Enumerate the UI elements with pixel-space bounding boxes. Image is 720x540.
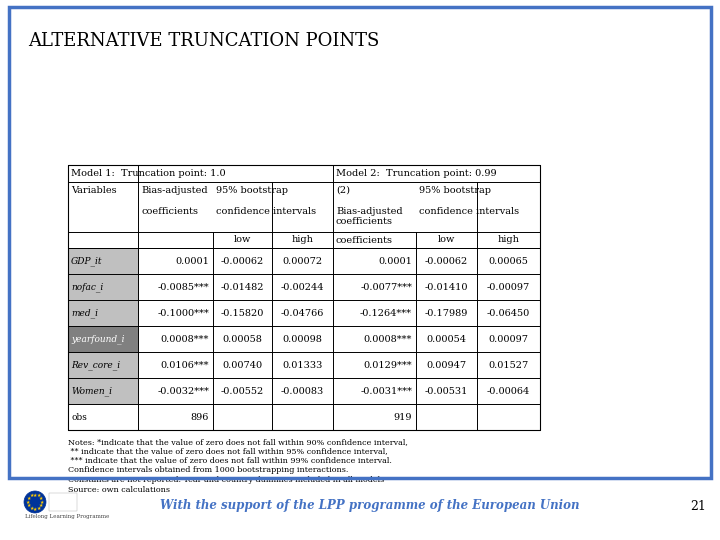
Bar <box>49 493 77 511</box>
Text: 0.00072: 0.00072 <box>282 256 323 266</box>
Text: 0.00097: 0.00097 <box>488 334 528 343</box>
Text: -0.01410: -0.01410 <box>425 282 468 292</box>
Text: -0.00062: -0.00062 <box>221 256 264 266</box>
Text: ★: ★ <box>30 494 34 498</box>
Text: 95% bootstrap

confidence intervals: 95% bootstrap confidence intervals <box>216 186 316 216</box>
Text: 0.0008***: 0.0008*** <box>364 334 412 343</box>
Text: -0.15820: -0.15820 <box>221 308 264 318</box>
Text: 0.0129***: 0.0129*** <box>364 361 412 369</box>
Text: med_i: med_i <box>71 308 98 318</box>
Text: *** indicate that the value of zero does not fall within 99% confidence interval: *** indicate that the value of zero does… <box>68 457 392 465</box>
Text: Constants are not reported. Year and country dummies included in all models: Constants are not reported. Year and cou… <box>68 476 384 484</box>
Text: -0.0077***: -0.0077*** <box>360 282 412 292</box>
Text: Notes: *indicate that the value of zero does not fall within 90% confidence inte: Notes: *indicate that the value of zero … <box>68 438 408 446</box>
Text: ★: ★ <box>40 500 44 504</box>
Text: 0.00054: 0.00054 <box>426 334 467 343</box>
Text: -0.00083: -0.00083 <box>281 387 324 395</box>
Circle shape <box>24 491 46 513</box>
Text: 0.01527: 0.01527 <box>488 361 528 369</box>
Text: yearfound_i: yearfound_i <box>71 334 125 344</box>
Text: low: low <box>438 235 455 245</box>
Text: ★: ★ <box>36 505 41 510</box>
Text: ★: ★ <box>27 503 31 508</box>
Text: Bias-adjusted

coefficients: Bias-adjusted coefficients <box>141 186 207 216</box>
Text: ★: ★ <box>26 500 30 504</box>
Text: ★: ★ <box>30 505 34 510</box>
Text: -0.00064: -0.00064 <box>487 387 530 395</box>
Text: 896: 896 <box>191 413 209 422</box>
Text: ALTERNATIVE TRUNCATION POINTS: ALTERNATIVE TRUNCATION POINTS <box>28 32 379 50</box>
Text: -0.1264***: -0.1264*** <box>360 308 412 318</box>
Text: ★: ★ <box>27 496 31 501</box>
Text: -0.01482: -0.01482 <box>221 282 264 292</box>
Text: high: high <box>498 235 519 245</box>
Text: 0.0001: 0.0001 <box>378 256 412 266</box>
Bar <box>68 165 540 430</box>
Text: ★: ★ <box>39 503 43 508</box>
Text: 0.00098: 0.00098 <box>282 334 323 343</box>
Text: Rev_core_i: Rev_core_i <box>71 360 120 370</box>
Text: -0.00097: -0.00097 <box>487 282 530 292</box>
Text: With the support of the LPP programme of the European Union: With the support of the LPP programme of… <box>161 500 580 512</box>
Text: nofac_i: nofac_i <box>71 282 103 292</box>
Text: -0.00062: -0.00062 <box>425 256 468 266</box>
Text: 0.0001: 0.0001 <box>175 256 209 266</box>
Text: -0.0032***: -0.0032*** <box>157 387 209 395</box>
Text: 0.00058: 0.00058 <box>222 334 262 343</box>
Text: -0.0085***: -0.0085*** <box>158 282 209 292</box>
Text: Model 1:  Truncation point: 1.0: Model 1: Truncation point: 1.0 <box>71 169 225 178</box>
Bar <box>68 248 138 273</box>
Text: 0.00947: 0.00947 <box>426 361 467 369</box>
Text: 919: 919 <box>394 413 412 422</box>
Text: GDP_it: GDP_it <box>71 256 102 266</box>
Text: 0.0008***: 0.0008*** <box>161 334 209 343</box>
Text: coefficients: coefficients <box>336 236 393 245</box>
Bar <box>68 379 138 403</box>
Text: ** indicate that the value of zero does not fall within 95% confidence interval,: ** indicate that the value of zero does … <box>68 448 388 456</box>
Text: -0.04766: -0.04766 <box>281 308 324 318</box>
Text: 0.01333: 0.01333 <box>282 361 323 369</box>
Text: low: low <box>234 235 251 245</box>
Text: Women_i: Women_i <box>71 386 112 396</box>
Text: -0.0031***: -0.0031*** <box>360 387 412 395</box>
Text: -0.1000***: -0.1000*** <box>157 308 209 318</box>
Bar <box>68 327 138 352</box>
Text: high: high <box>292 235 313 245</box>
Text: ★: ★ <box>36 494 41 498</box>
Text: 21: 21 <box>690 500 706 512</box>
Text: -0.00244: -0.00244 <box>281 282 324 292</box>
Text: Source: own calculations: Source: own calculations <box>68 485 170 494</box>
Text: 0.0106***: 0.0106*** <box>161 361 209 369</box>
Text: -0.17989: -0.17989 <box>425 308 468 318</box>
Text: ★: ★ <box>33 492 37 497</box>
Text: (2)

Bias-adjusted
coefficients: (2) Bias-adjusted coefficients <box>336 186 402 226</box>
Bar <box>68 353 138 377</box>
Text: 0.00740: 0.00740 <box>222 361 263 369</box>
Text: -0.00531: -0.00531 <box>425 387 468 395</box>
Text: ★: ★ <box>39 496 43 501</box>
Text: 95% bootstrap

confidence intervals: 95% bootstrap confidence intervals <box>419 186 519 216</box>
Text: ★: ★ <box>33 507 37 511</box>
Text: 0.00065: 0.00065 <box>489 256 528 266</box>
Bar <box>68 274 138 300</box>
Text: -0.06450: -0.06450 <box>487 308 530 318</box>
Text: -0.00552: -0.00552 <box>221 387 264 395</box>
Text: Model 2:  Truncation point: 0.99: Model 2: Truncation point: 0.99 <box>336 169 497 178</box>
Text: obs: obs <box>71 413 87 422</box>
Text: Lifelong Learning Programme: Lifelong Learning Programme <box>25 514 109 519</box>
Bar <box>68 300 138 326</box>
Text: Variables: Variables <box>71 186 117 195</box>
Text: Confidence intervals obtained from 1000 bootstrapping interactions.: Confidence intervals obtained from 1000 … <box>68 467 348 475</box>
